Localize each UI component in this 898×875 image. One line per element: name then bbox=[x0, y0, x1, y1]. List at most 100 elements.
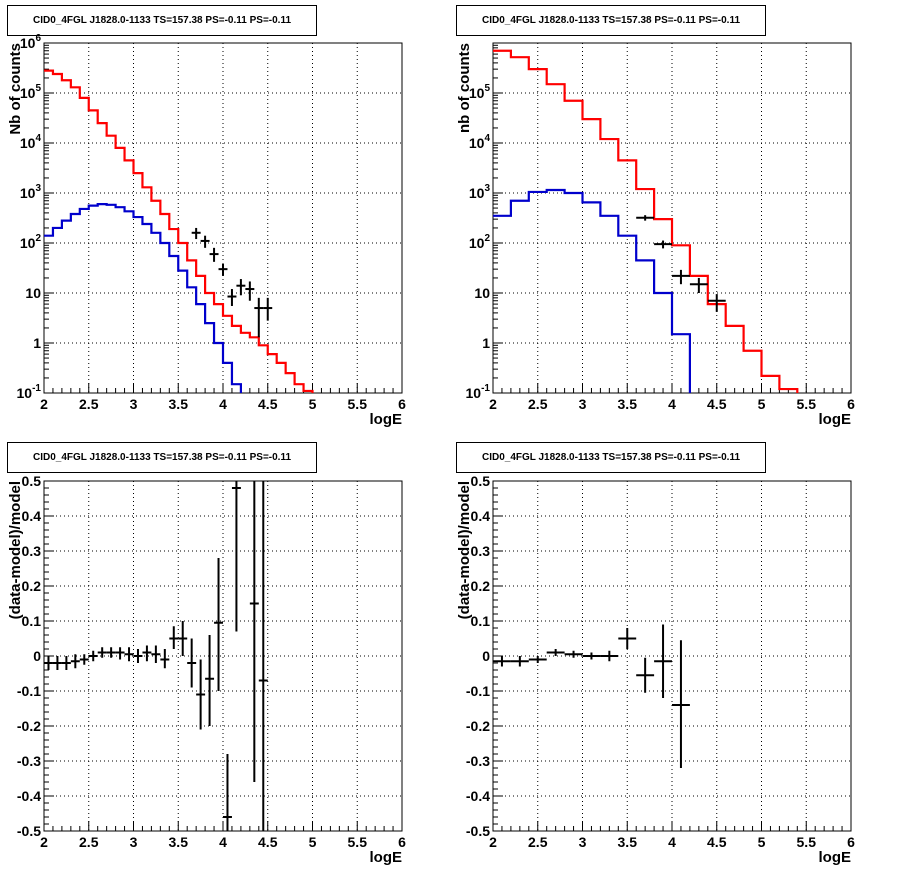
data-point bbox=[231, 481, 241, 632]
x-tick-label: 3.5 bbox=[618, 834, 638, 850]
panel-bottom-right: CID0_4FGL J1828.0-1133 TS=157.38 PS=-0.1… bbox=[449, 437, 898, 875]
plot-area bbox=[44, 69, 314, 393]
y-tick-label: 10-1 bbox=[466, 383, 491, 401]
x-axis: 2 2.5 3 3.5 4 4.5 5 5.5 6 bbox=[40, 383, 406, 412]
x-tick-label: 6 bbox=[398, 834, 406, 850]
data-point bbox=[236, 279, 246, 296]
plot-area bbox=[44, 481, 268, 831]
x-tick-label: 3 bbox=[130, 834, 138, 850]
y-tick-label: 104 bbox=[20, 133, 42, 151]
plot-area bbox=[493, 624, 690, 768]
x-tick-label: 3 bbox=[579, 396, 587, 412]
x-tick-label: 4 bbox=[219, 834, 227, 850]
data-point bbox=[689, 277, 708, 293]
y-tick-label: 103 bbox=[20, 183, 42, 201]
data-point bbox=[546, 649, 565, 656]
y-tick-label: -0.4 bbox=[17, 788, 41, 804]
data-point bbox=[70, 654, 80, 669]
x-tick-label: 2.5 bbox=[79, 396, 99, 412]
y-tick-label: -0.5 bbox=[17, 823, 41, 839]
y-tick-label: 0.2 bbox=[22, 578, 42, 594]
x-axis-title: logE bbox=[370, 411, 403, 428]
chart-bottom-right: 2 2.5 3 3.5 4 4.5 5 5.5 6logE-0.5-0.4-0.3-0.2-0.… bbox=[456, 473, 855, 866]
x-tick-label: 5 bbox=[309, 396, 317, 412]
data-point bbox=[654, 624, 672, 698]
data-point bbox=[160, 649, 170, 669]
x-axis-title: logE bbox=[819, 411, 852, 428]
panel-title: CID0_4FGL J1828.0-1133 TS=157.38 PS=-0.1… bbox=[7, 5, 317, 36]
data-point bbox=[44, 656, 53, 670]
x-axis: 2 2.5 3 3.5 4 4.5 5 5.5 6 bbox=[40, 821, 406, 850]
data-point bbox=[106, 647, 116, 658]
data-point bbox=[169, 626, 179, 649]
y-tick-label: 0 bbox=[482, 648, 490, 664]
x-axis-title: logE bbox=[819, 849, 852, 866]
x-tick-label: 6 bbox=[398, 396, 406, 412]
data-point bbox=[115, 647, 125, 660]
y-axis: 10-1 1 10 102 103 104 105 bbox=[466, 44, 503, 401]
x-tick-label: 5 bbox=[309, 834, 317, 850]
data-point bbox=[218, 264, 228, 276]
plot-area bbox=[493, 49, 799, 393]
data-point bbox=[636, 657, 655, 693]
data-point bbox=[227, 289, 237, 306]
series-line bbox=[44, 69, 314, 393]
y-tick-label: 10-1 bbox=[17, 383, 42, 401]
y-tick-label: -0.3 bbox=[466, 753, 490, 769]
y-tick-label: 103 bbox=[469, 183, 491, 201]
data-point bbox=[205, 635, 215, 726]
data-point bbox=[245, 281, 255, 301]
data-point bbox=[249, 481, 259, 782]
series-line bbox=[44, 202, 242, 393]
x-axis: 2 2.5 3 3.5 4 4.5 5 5.5 6 bbox=[489, 821, 855, 850]
y-axis: 10-1 1 10 102 103 104 105 106 bbox=[17, 33, 54, 401]
x-tick-label: 5.5 bbox=[797, 396, 817, 412]
x-tick-label: 4.5 bbox=[258, 834, 278, 850]
data-point bbox=[79, 654, 89, 665]
data-point bbox=[200, 235, 210, 248]
data-point bbox=[61, 656, 71, 670]
grid bbox=[44, 43, 402, 393]
data-point bbox=[151, 645, 161, 663]
y-tick-label: 0.5 bbox=[471, 473, 491, 489]
x-tick-label: 2.5 bbox=[528, 396, 548, 412]
x-tick-label: 4 bbox=[668, 396, 676, 412]
x-tick-label: 5.5 bbox=[348, 834, 368, 850]
chart-bottom-left: 2 2.5 3 3.5 4 4.5 5 5.5 6logE-0.5-0.4-0.3-0.2-0.… bbox=[7, 473, 406, 866]
data-point bbox=[493, 656, 511, 667]
y-tick-label: 10 bbox=[474, 285, 490, 301]
panel-title: CID0_4FGL J1828.0-1133 TS=157.38 PS=-0.1… bbox=[7, 442, 317, 473]
x-tick-label: 2 bbox=[40, 396, 48, 412]
data-point bbox=[88, 650, 98, 662]
y-tick-label: -0.2 bbox=[466, 718, 490, 734]
data-point bbox=[258, 481, 268, 831]
data-point bbox=[528, 656, 547, 663]
x-tick-label: 2 bbox=[489, 834, 497, 850]
y-tick-label: 0.3 bbox=[22, 543, 42, 559]
y-tick-label: 1 bbox=[482, 335, 490, 351]
y-axis: -0.5 -0.4 -0.3 -0.2 -0.1 0 0.1 0.2 0.3 0.4 0.5 bbox=[466, 473, 503, 839]
x-tick-label: 2.5 bbox=[79, 834, 99, 850]
y-tick-label: 0.5 bbox=[22, 473, 42, 489]
x-tick-label: 2.5 bbox=[528, 834, 548, 850]
x-tick-label: 5 bbox=[758, 396, 766, 412]
grid bbox=[493, 43, 851, 393]
series-line bbox=[493, 49, 799, 393]
y-axis: -0.5 -0.4 -0.3 -0.2 -0.1 0 0.1 0.2 0.3 0.4 0.5 bbox=[17, 473, 54, 839]
data-point bbox=[654, 240, 672, 249]
grid bbox=[493, 481, 851, 831]
x-tick-label: 4.5 bbox=[258, 396, 278, 412]
y-tick-label: -0.1 bbox=[17, 683, 41, 699]
x-tick-label: 2 bbox=[489, 396, 497, 412]
y-axis-title: (data-model)/model bbox=[7, 481, 24, 619]
data-point bbox=[52, 656, 62, 670]
y-axis-title: nb of counts bbox=[456, 43, 473, 133]
data-point bbox=[223, 754, 232, 831]
y-tick-label: 102 bbox=[469, 233, 491, 251]
x-axis-title: logE bbox=[370, 849, 403, 866]
data-point bbox=[133, 649, 143, 663]
data-point bbox=[618, 628, 637, 649]
x-tick-label: 3 bbox=[579, 834, 587, 850]
data-point bbox=[214, 558, 223, 691]
